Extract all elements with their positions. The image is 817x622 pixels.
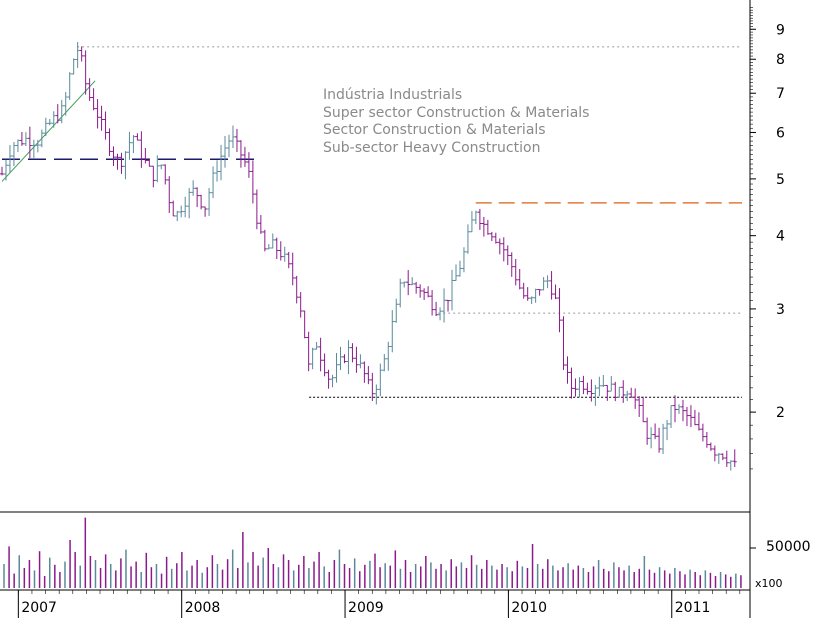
price-tick-label: 8 [776, 52, 785, 68]
year-label: 2009 [348, 600, 384, 616]
price-axis: 2 3 4 5 6 7 8 9 [750, 7, 785, 470]
volume-tick-label: 50000 [766, 539, 811, 555]
volume-bars [3, 517, 742, 588]
price-tick-label: 2 [776, 405, 785, 421]
price-tick-label: 4 [776, 229, 785, 245]
annotation-sub-sector: Sub-sector Heavy Construction [323, 140, 540, 156]
price-tick-label: 5 [776, 172, 785, 188]
year-label: 2010 [511, 600, 547, 616]
annotation-sector: Sector Construction & Materials [323, 122, 546, 138]
price-tick-label: 3 [776, 302, 785, 318]
trend-line [1, 80, 96, 182]
volume-unit-label: x100 [755, 577, 783, 590]
annotation-super-sector: Super sector Construction & Materials [323, 105, 589, 121]
price-bars [0, 42, 737, 471]
year-label: 2011 [675, 600, 711, 616]
year-label: 2007 [21, 600, 57, 616]
volume-axis: 50000 x100 [750, 539, 811, 590]
sector-annotations: Indústria Industrials Super sector Const… [323, 87, 589, 156]
price-tick-label: 9 [776, 22, 785, 38]
year-label: 2008 [185, 600, 221, 616]
annotation-industry: Indústria Industrials [323, 87, 462, 103]
price-tick-label: 7 [776, 86, 785, 102]
price-tick-label: 6 [776, 125, 785, 141]
time-axis: 2007 2008 2009 2010 2011 [17, 590, 741, 618]
reference-lines [1, 46, 742, 398]
